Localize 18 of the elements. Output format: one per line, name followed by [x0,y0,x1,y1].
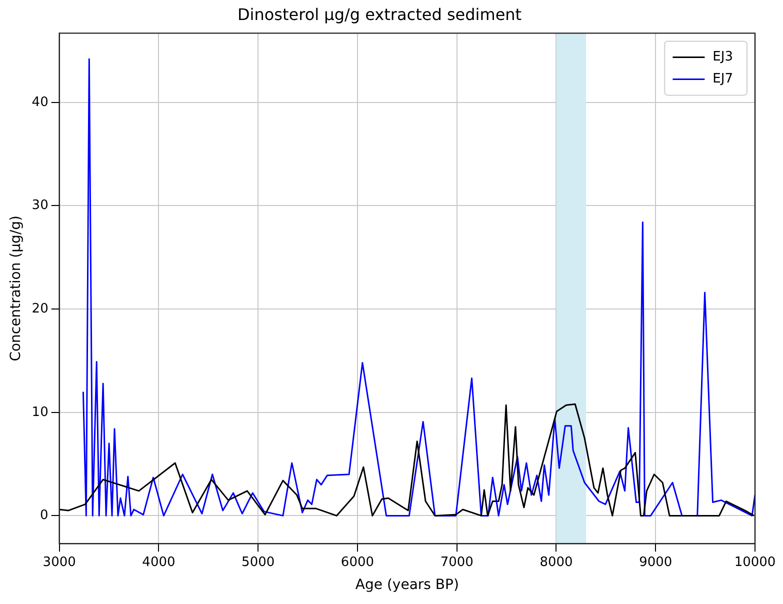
legend-label: EJ7 [712,72,734,87]
x-tick-label: 10000 [734,554,776,570]
y-axis-title: Concentration (µg/g) [8,215,24,362]
x-tick-label: 7000 [440,554,474,570]
y-tick-label: 10 [32,404,48,420]
y-tick-label: 40 [32,94,48,110]
y-tick-label: 0 [40,508,48,524]
x-tick-label: 5000 [242,554,275,570]
y-tick-label: 20 [32,301,48,316]
x-tick-label: 3000 [42,554,76,570]
y-tick-label: 30 [32,198,48,214]
x-tick-label: 8000 [540,554,573,570]
legend-label: EJ3 [712,50,734,65]
x-tick-label: 6000 [340,554,374,570]
x-tick-label: 4000 [142,554,176,570]
x-tick-label: 9000 [639,554,672,570]
x-axis-title: Age (years BP) [355,577,459,594]
chart-title: Dinosterol µg/g extracted sediment [237,4,522,24]
